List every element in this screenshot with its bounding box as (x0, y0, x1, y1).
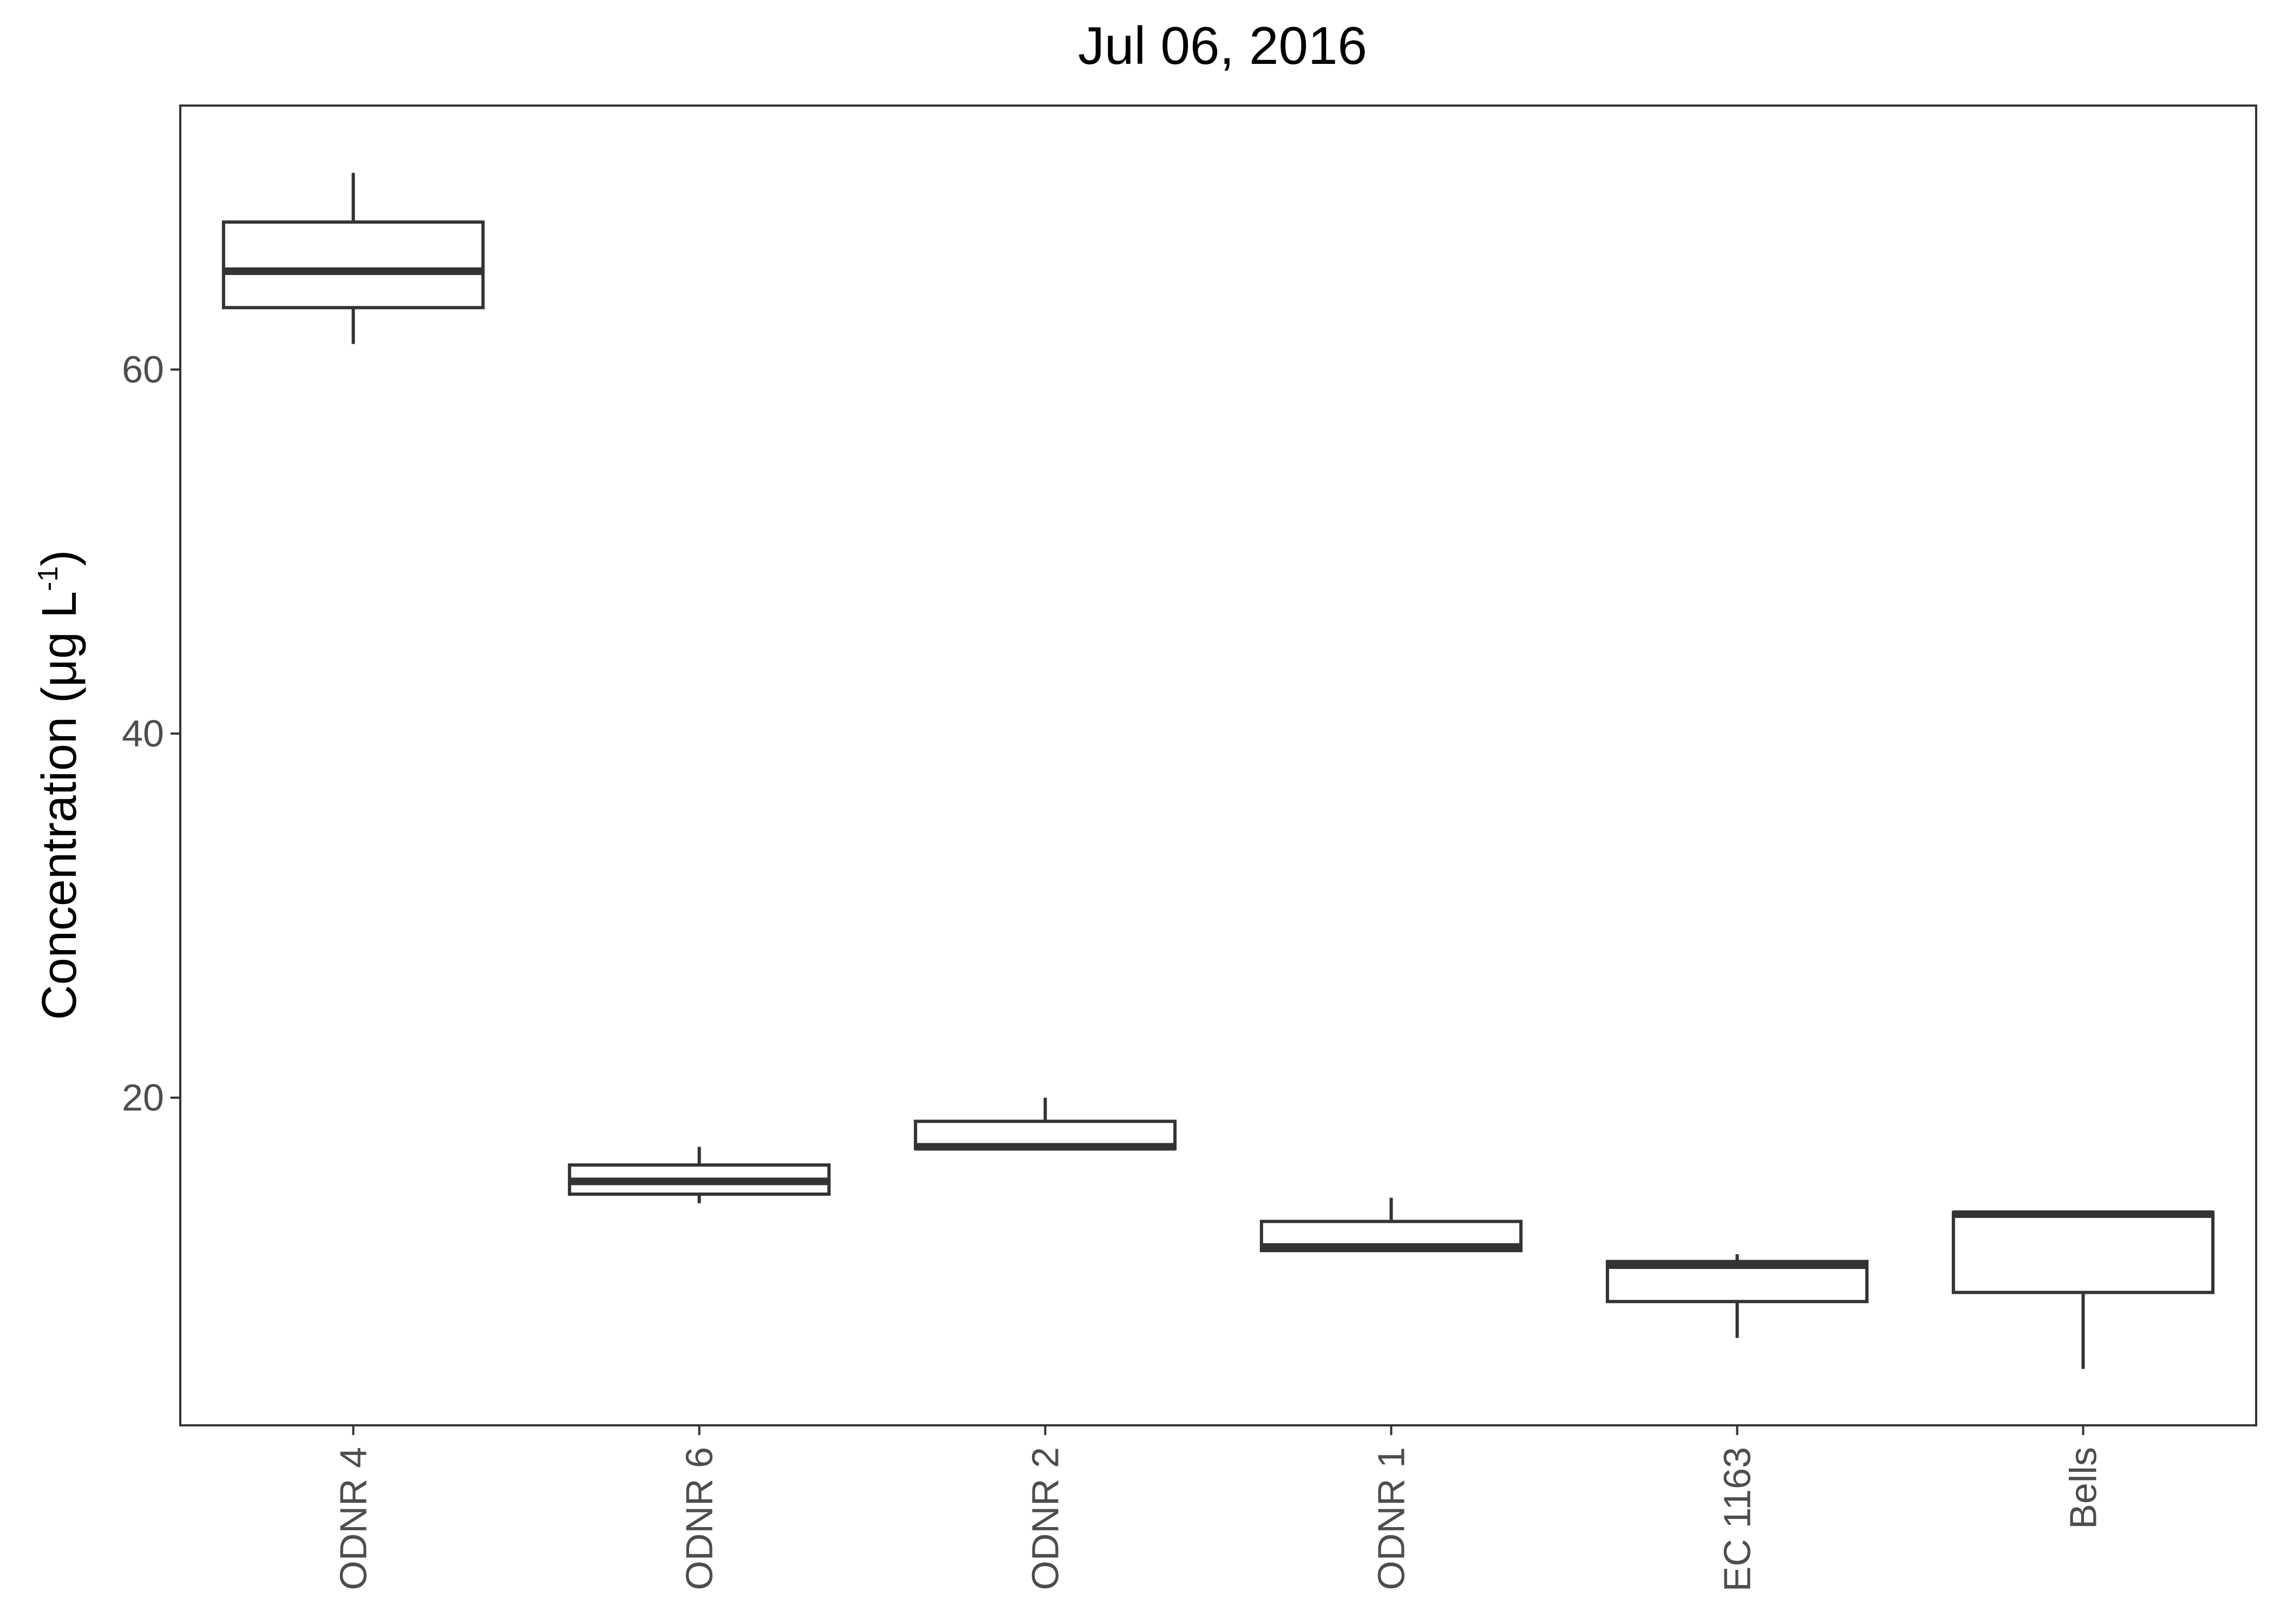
y-axis-label-close: ) (32, 550, 87, 566)
x-tick-label: ODNR 6 (678, 1447, 721, 1590)
x-tick-label: ODNR 4 (332, 1447, 375, 1590)
y-axis: 20 40 60 (122, 349, 180, 1119)
iqr-box (1951, 1210, 2215, 1294)
iqr-box (221, 220, 485, 310)
box-odnr-2 (913, 1097, 1177, 1151)
box-odnr-6 (567, 1147, 831, 1203)
plot-panel-border (179, 104, 2257, 1426)
x-tick-label: ODNR 2 (1024, 1447, 1067, 1590)
x-tick-label: ODNR 1 (1370, 1447, 1413, 1590)
box-ec-1163 (1605, 1254, 1869, 1338)
y-tick-label: 20 (122, 1077, 164, 1119)
chart-title: Jul 06, 2016 (1078, 16, 1367, 75)
box-odnr-1 (1259, 1197, 1523, 1253)
x-tick-label: EC 1163 (1716, 1447, 1759, 1592)
y-tick-label: 60 (122, 349, 164, 391)
plot-panel (179, 104, 2257, 1426)
y-axis-label-main: Concentration (μg L (32, 591, 87, 1020)
boxes-layer (221, 173, 2215, 1369)
y-tick-label: 40 (122, 712, 164, 755)
x-axis: ODNR 4 ODNR 6 ODNR 2 ODNR 1 EC 1163 Bells (332, 1425, 2105, 1592)
y-axis-label: Concentration (μg L-1) (32, 550, 87, 1020)
box-bells (1951, 1210, 2215, 1369)
box-odnr-4 (221, 173, 485, 344)
y-axis-label-superscript: -1 (32, 566, 64, 591)
x-tick-label: Bells (2062, 1447, 2105, 1529)
